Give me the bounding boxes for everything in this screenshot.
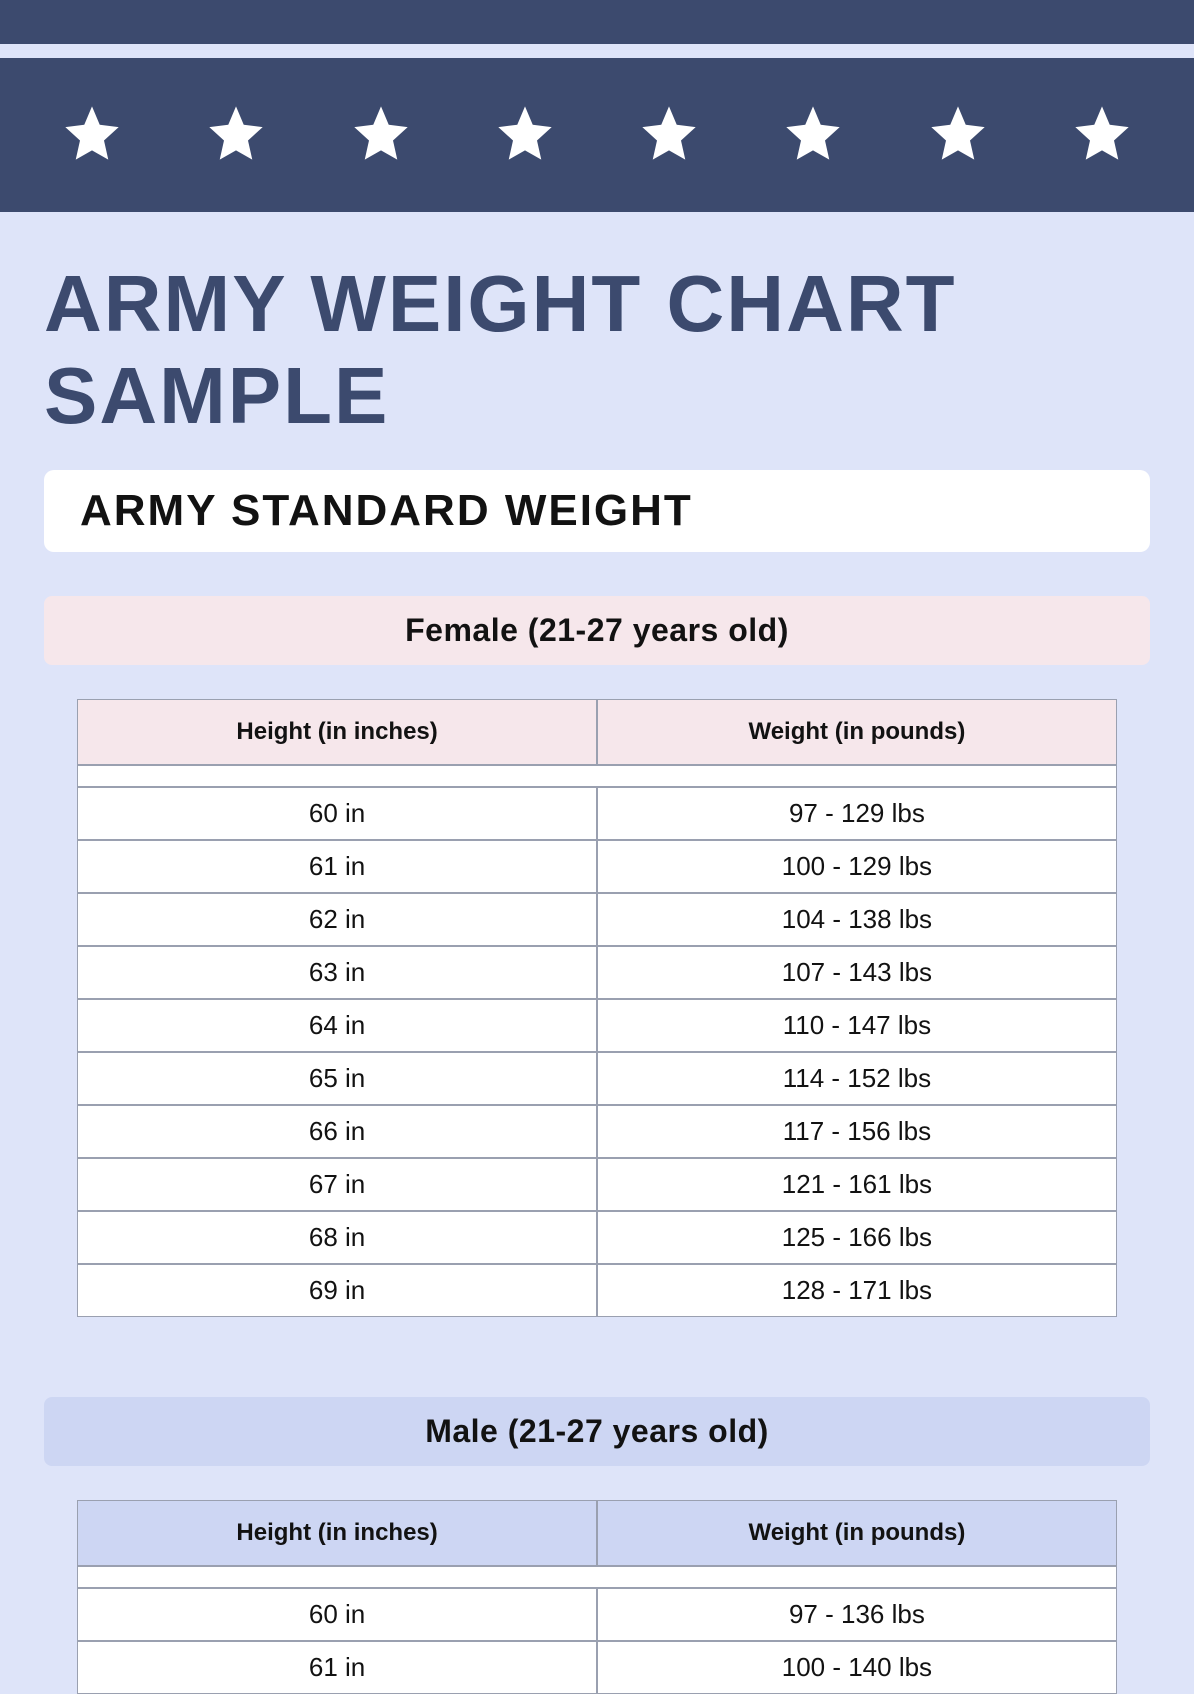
table-row: 66 in117 - 156 lbs <box>77 1105 1117 1158</box>
page-title: ARMY WEIGHT CHART SAMPLE <box>44 258 1150 442</box>
female-section-label: Female (21-27 years old) <box>44 596 1150 665</box>
table-cell: 107 - 143 lbs <box>597 946 1117 999</box>
table-row: 62 in104 - 138 lbs <box>77 893 1117 946</box>
star-icon <box>349 101 413 170</box>
table-cell: 67 in <box>77 1158 597 1211</box>
star-icon <box>781 101 845 170</box>
female-weight-table: Height (in inches) Weight (in pounds) 60… <box>77 699 1117 1317</box>
column-header-height: Height (in inches) <box>77 1500 597 1566</box>
star-icon <box>926 101 990 170</box>
star-icon <box>637 101 701 170</box>
column-header-height: Height (in inches) <box>77 699 597 765</box>
table-cell: 125 - 166 lbs <box>597 1211 1117 1264</box>
star-icon <box>204 101 268 165</box>
table-cell: 66 in <box>77 1105 597 1158</box>
column-header-weight: Weight (in pounds) <box>597 1500 1117 1566</box>
star-icon <box>493 101 557 170</box>
table-row: 68 in125 - 166 lbs <box>77 1211 1117 1264</box>
table-cell: 100 - 129 lbs <box>597 840 1117 893</box>
table-row: 64 in110 - 147 lbs <box>77 999 1117 1052</box>
table-cell: 69 in <box>77 1264 597 1317</box>
table-row: 60 in97 - 136 lbs <box>77 1588 1117 1641</box>
star-icon <box>1070 101 1134 165</box>
subtitle-box: ARMY STANDARD WEIGHT <box>44 470 1150 552</box>
table-cell: 61 in <box>77 1641 597 1694</box>
table-row: 61 in100 - 140 lbs <box>77 1641 1117 1694</box>
table-row: 60 in97 - 129 lbs <box>77 787 1117 840</box>
table-cell: 114 - 152 lbs <box>597 1052 1117 1105</box>
table-cell: 100 - 140 lbs <box>597 1641 1117 1694</box>
male-weight-table: Height (in inches) Weight (in pounds) 60… <box>77 1500 1117 1694</box>
column-header-weight: Weight (in pounds) <box>597 699 1117 765</box>
table-cell: 68 in <box>77 1211 597 1264</box>
header-star-bar <box>0 58 1194 212</box>
table-row: 67 in121 - 161 lbs <box>77 1158 1117 1211</box>
table-cell: 65 in <box>77 1052 597 1105</box>
table-cell: 60 in <box>77 1588 597 1641</box>
star-icon <box>349 101 413 165</box>
star-icon <box>781 101 845 165</box>
table-cell: 110 - 147 lbs <box>597 999 1117 1052</box>
table-cell: 97 - 129 lbs <box>597 787 1117 840</box>
table-cell: 63 in <box>77 946 597 999</box>
table-spacer <box>77 765 1117 787</box>
table-cell: 62 in <box>77 893 597 946</box>
table-cell: 61 in <box>77 840 597 893</box>
table-header-row: Height (in inches) Weight (in pounds) <box>77 1500 1117 1566</box>
table-header-row: Height (in inches) Weight (in pounds) <box>77 699 1117 765</box>
table-row: 69 in128 - 171 lbs <box>77 1264 1117 1317</box>
star-icon <box>926 101 990 165</box>
table-cell: 64 in <box>77 999 597 1052</box>
header-thin-bar <box>0 0 1194 44</box>
table-cell: 121 - 161 lbs <box>597 1158 1117 1211</box>
page-subtitle: ARMY STANDARD WEIGHT <box>80 486 1114 536</box>
star-icon <box>637 101 701 165</box>
star-icon <box>60 101 124 170</box>
table-spacer <box>77 1566 1117 1588</box>
table-cell: 104 - 138 lbs <box>597 893 1117 946</box>
table-cell: 128 - 171 lbs <box>597 1264 1117 1317</box>
table-cell: 60 in <box>77 787 597 840</box>
content-area: ARMY WEIGHT CHART SAMPLE ARMY STANDARD W… <box>0 212 1194 1694</box>
header-gap <box>0 44 1194 58</box>
star-icon <box>1070 101 1134 170</box>
table-cell: 117 - 156 lbs <box>597 1105 1117 1158</box>
male-section-label: Male (21-27 years old) <box>44 1397 1150 1466</box>
table-row: 61 in100 - 129 lbs <box>77 840 1117 893</box>
table-cell: 97 - 136 lbs <box>597 1588 1117 1641</box>
star-icon <box>60 101 124 165</box>
table-row: 65 in114 - 152 lbs <box>77 1052 1117 1105</box>
star-icon <box>204 101 268 170</box>
table-row: 63 in107 - 143 lbs <box>77 946 1117 999</box>
star-icon <box>493 101 557 165</box>
